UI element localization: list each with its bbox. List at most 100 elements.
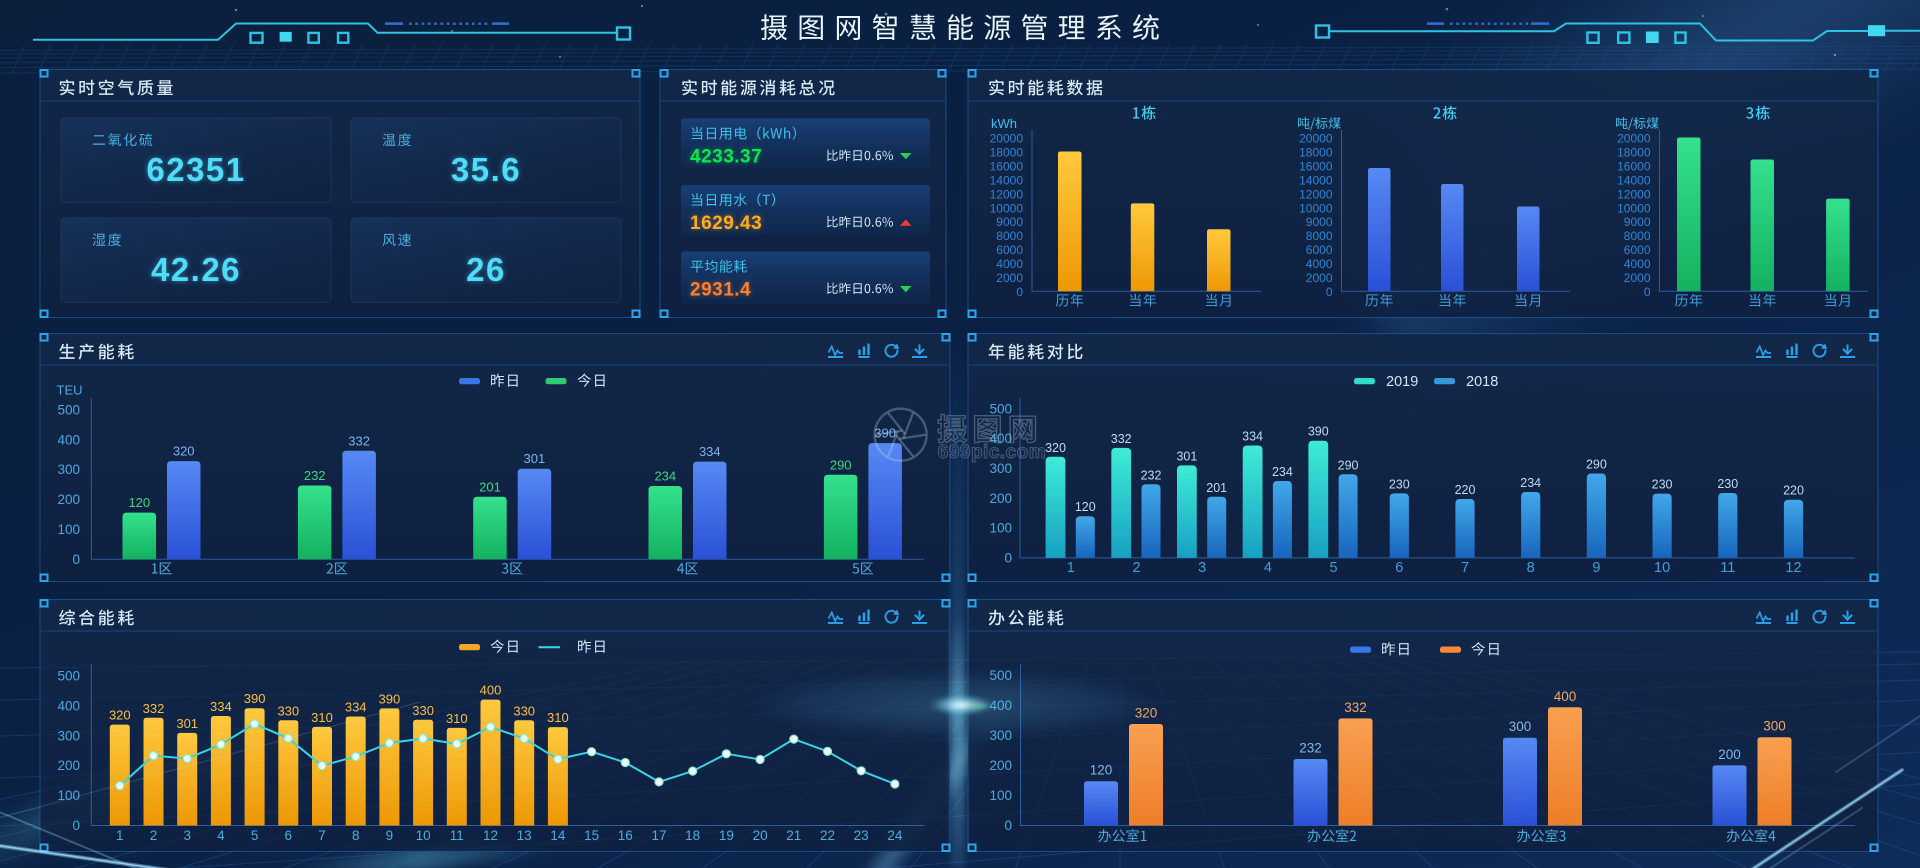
svg-text:4000: 4000 bbox=[1624, 257, 1651, 271]
svg-text:230: 230 bbox=[1389, 477, 1410, 491]
svg-text:334: 334 bbox=[345, 700, 367, 715]
svg-text:400: 400 bbox=[480, 683, 502, 698]
svg-text:9: 9 bbox=[1592, 560, 1600, 576]
svg-text:500: 500 bbox=[989, 401, 1012, 416]
svg-text:5: 5 bbox=[251, 828, 259, 843]
svg-text:21: 21 bbox=[786, 828, 801, 843]
svg-text:14000: 14000 bbox=[1617, 174, 1651, 188]
svg-text:10: 10 bbox=[416, 828, 431, 843]
svg-text:1: 1 bbox=[116, 828, 124, 843]
svg-text:12000: 12000 bbox=[1299, 187, 1333, 201]
svg-text:2: 2 bbox=[150, 828, 158, 843]
svg-text:300: 300 bbox=[1509, 719, 1532, 734]
svg-text:16000: 16000 bbox=[1299, 160, 1333, 174]
svg-text:19: 19 bbox=[719, 828, 734, 843]
svg-text:201: 201 bbox=[1206, 481, 1227, 495]
svg-text:12000: 12000 bbox=[990, 187, 1024, 201]
svg-text:9000: 9000 bbox=[1624, 215, 1651, 229]
svg-text:390: 390 bbox=[244, 691, 266, 706]
svg-text:2000: 2000 bbox=[1306, 271, 1333, 285]
svg-text:100: 100 bbox=[57, 788, 80, 803]
svg-text:310: 310 bbox=[547, 710, 569, 725]
svg-text:4233.37: 4233.37 bbox=[690, 147, 762, 168]
svg-text:8: 8 bbox=[352, 828, 360, 843]
svg-text:232: 232 bbox=[304, 468, 326, 483]
svg-text:500: 500 bbox=[989, 668, 1012, 683]
svg-text:15: 15 bbox=[584, 828, 599, 843]
svg-text:9: 9 bbox=[386, 828, 394, 843]
svg-text:10: 10 bbox=[1654, 560, 1670, 576]
svg-text:14000: 14000 bbox=[990, 174, 1024, 188]
svg-text:5: 5 bbox=[1330, 560, 1338, 576]
svg-text:0: 0 bbox=[1004, 550, 1012, 565]
svg-text:23: 23 bbox=[854, 828, 869, 843]
svg-text:6000: 6000 bbox=[1624, 243, 1651, 257]
svg-text:kWh: kWh bbox=[991, 116, 1017, 131]
svg-text:220: 220 bbox=[1455, 483, 1476, 497]
svg-text:400: 400 bbox=[1554, 689, 1577, 704]
svg-text:230: 230 bbox=[1652, 478, 1673, 492]
svg-text:301: 301 bbox=[176, 716, 198, 731]
svg-text:2931.4: 2931.4 bbox=[690, 280, 751, 301]
svg-text:290: 290 bbox=[1338, 458, 1359, 472]
svg-text:4233.37: 4233.37 bbox=[690, 147, 762, 168]
svg-text:42.26: 42.26 bbox=[151, 251, 241, 288]
svg-text:120: 120 bbox=[128, 495, 150, 510]
svg-text:320: 320 bbox=[173, 444, 195, 459]
svg-text:2018: 2018 bbox=[1466, 374, 1498, 390]
svg-text:310: 310 bbox=[311, 710, 333, 725]
svg-text:18000: 18000 bbox=[990, 146, 1024, 160]
svg-text:20000: 20000 bbox=[1617, 132, 1651, 146]
svg-text:200: 200 bbox=[1718, 747, 1741, 762]
svg-text:14: 14 bbox=[550, 828, 566, 843]
svg-text:6: 6 bbox=[1395, 560, 1403, 576]
svg-text:200: 200 bbox=[989, 491, 1012, 506]
svg-text:320: 320 bbox=[1045, 441, 1066, 455]
svg-text:42.26: 42.26 bbox=[151, 251, 241, 288]
svg-text:4000: 4000 bbox=[1306, 257, 1333, 271]
svg-text:0: 0 bbox=[72, 818, 80, 833]
svg-text:12000: 12000 bbox=[1617, 187, 1651, 201]
svg-text:232: 232 bbox=[1299, 741, 1322, 756]
svg-text:330: 330 bbox=[277, 703, 299, 718]
svg-text:22: 22 bbox=[820, 828, 835, 843]
svg-text:300: 300 bbox=[57, 728, 80, 743]
svg-text:18: 18 bbox=[685, 828, 700, 843]
svg-text:390: 390 bbox=[1308, 425, 1329, 439]
svg-text:234: 234 bbox=[1272, 465, 1293, 479]
svg-text:3: 3 bbox=[1198, 560, 1206, 576]
svg-text:8000: 8000 bbox=[1306, 229, 1333, 243]
svg-text:390: 390 bbox=[874, 426, 896, 441]
svg-text:234: 234 bbox=[1520, 476, 1541, 490]
svg-text:7: 7 bbox=[318, 828, 326, 843]
svg-text:334: 334 bbox=[210, 699, 232, 714]
svg-text:0: 0 bbox=[1644, 285, 1651, 299]
svg-text:301: 301 bbox=[524, 451, 546, 466]
svg-text:200: 200 bbox=[989, 758, 1012, 773]
svg-text:334: 334 bbox=[699, 444, 721, 459]
svg-text:200: 200 bbox=[57, 758, 80, 773]
svg-text:1629.43: 1629.43 bbox=[690, 213, 762, 234]
svg-text:8: 8 bbox=[1527, 560, 1535, 576]
svg-text:332: 332 bbox=[143, 701, 165, 716]
svg-text:500: 500 bbox=[57, 669, 80, 684]
svg-text:17: 17 bbox=[651, 828, 666, 843]
svg-text:232: 232 bbox=[1141, 468, 1162, 482]
svg-text:201: 201 bbox=[479, 479, 501, 494]
svg-text:6: 6 bbox=[285, 828, 293, 843]
svg-text:35.6: 35.6 bbox=[451, 151, 521, 188]
svg-text:9000: 9000 bbox=[996, 215, 1023, 229]
svg-text:20: 20 bbox=[753, 828, 768, 843]
svg-text:7: 7 bbox=[1461, 560, 1469, 576]
svg-text:12: 12 bbox=[1785, 560, 1801, 576]
svg-text:4: 4 bbox=[1264, 560, 1272, 576]
svg-text:310: 310 bbox=[446, 711, 468, 726]
svg-text:100: 100 bbox=[989, 521, 1012, 536]
svg-text:0: 0 bbox=[72, 552, 80, 567]
svg-text:400: 400 bbox=[57, 432, 80, 447]
svg-text:300: 300 bbox=[989, 728, 1012, 743]
svg-text:400: 400 bbox=[989, 431, 1012, 446]
svg-text:120: 120 bbox=[1090, 763, 1113, 778]
svg-text:4: 4 bbox=[217, 828, 225, 843]
svg-text:TEU: TEU bbox=[57, 383, 83, 398]
